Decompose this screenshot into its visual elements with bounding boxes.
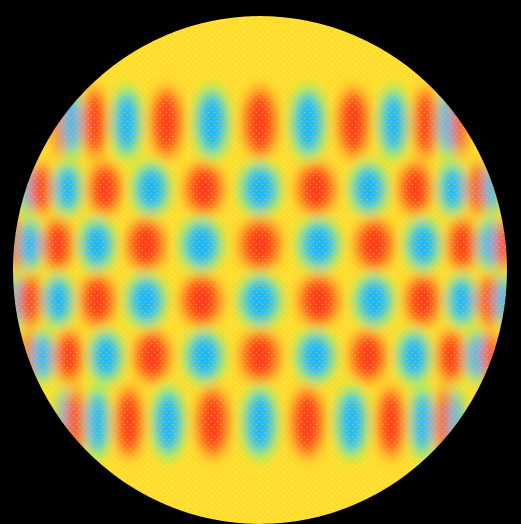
image-canvas [13,16,507,524]
speckle-texture [13,16,507,524]
sphere-surface [13,16,507,524]
sphere-visualization [13,16,507,524]
